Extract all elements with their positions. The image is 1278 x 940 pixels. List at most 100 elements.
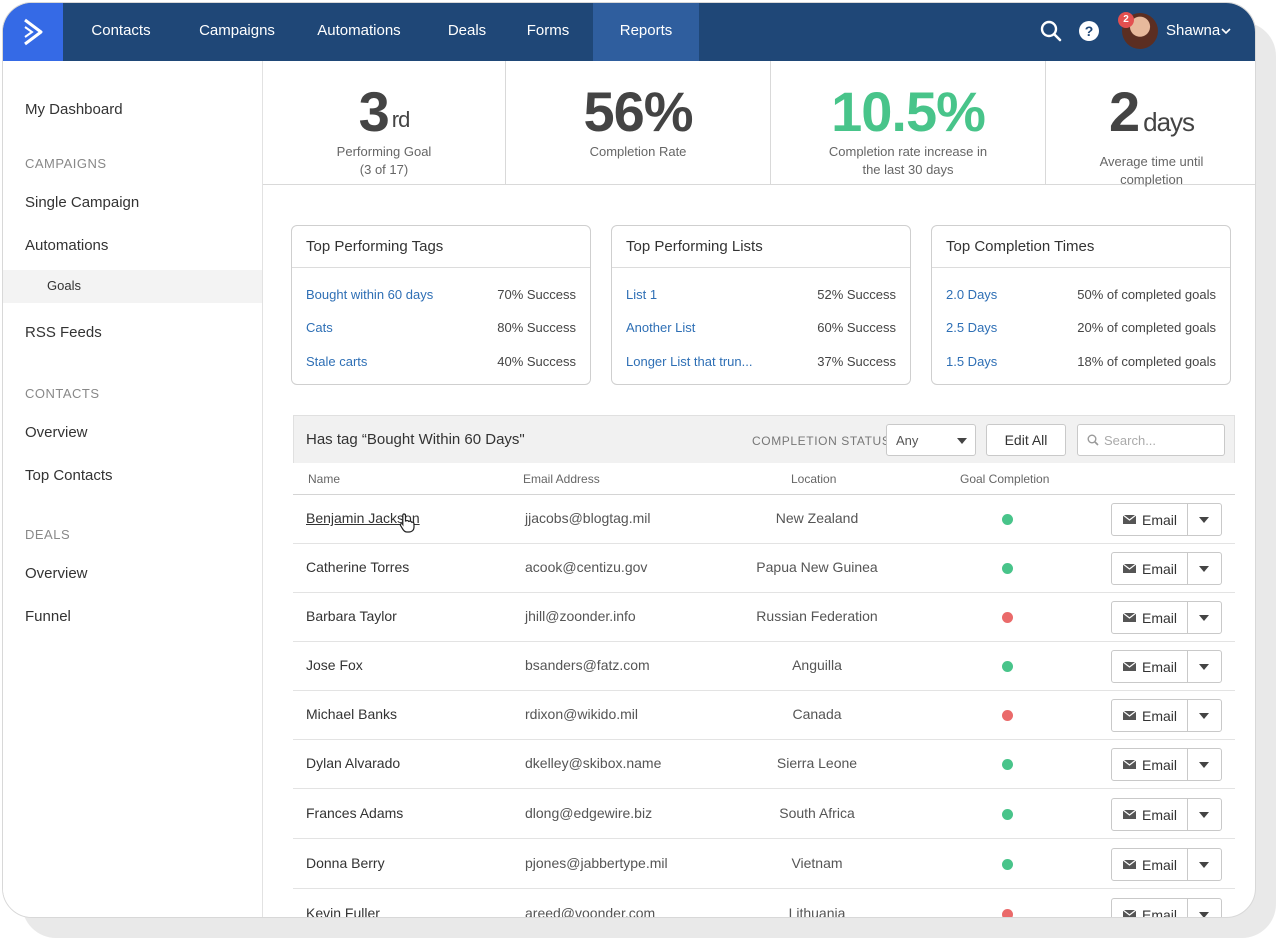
contact-location: Papua New Guinea <box>756 559 878 575</box>
completion-status-select[interactable]: Any <box>886 424 976 456</box>
app-logo[interactable] <box>3 3 63 61</box>
contact-name[interactable]: Jose Fox <box>306 657 363 673</box>
email-dropdown-toggle[interactable] <box>1188 504 1221 535</box>
search-icon <box>1087 434 1099 446</box>
sidebar-item-goals[interactable]: Goals <box>3 270 262 303</box>
card-row: Cats 80% Success <box>306 320 576 340</box>
email-dropdown-toggle[interactable] <box>1188 799 1221 830</box>
nav-deals[interactable]: Deals <box>447 22 487 39</box>
email-button[interactable]: Email <box>1112 504 1188 535</box>
contact-email: jjacobs@blogtag.mil <box>525 510 651 526</box>
email-button[interactable]: Email <box>1112 700 1188 731</box>
table-row[interactable]: Kevin Fuller areed@voonder.com Lithuania Em… <box>293 890 1235 918</box>
user-name[interactable]: Shawna <box>1166 22 1221 39</box>
help-icon[interactable]: ? <box>1077 19 1101 43</box>
email-button[interactable]: Email <box>1112 749 1188 780</box>
caret-down-icon <box>1199 517 1209 523</box>
table-row[interactable]: Dylan Alvarado dkelley@skibox.name Sierra … <box>293 740 1235 789</box>
card-title: Top Performing Tags <box>292 226 590 268</box>
edit-all-button[interactable]: Edit All <box>986 424 1066 456</box>
search-input[interactable] <box>1104 431 1219 449</box>
contact-name[interactable]: Donna Berry <box>306 855 385 871</box>
contact-name[interactable]: Michael Banks <box>306 706 398 722</box>
email-split-button: Email <box>1111 699 1222 732</box>
column-header-goal-completion[interactable]: Goal Completion <box>960 472 1050 486</box>
sidebar-item-top-contacts[interactable]: Top Contacts <box>25 467 113 484</box>
tag-link[interactable]: Stale carts <box>306 354 368 369</box>
email-dropdown-toggle[interactable] <box>1188 651 1221 682</box>
tag-link[interactable]: Cats <box>306 320 333 335</box>
tag-link[interactable]: Bought within 60 days <box>306 287 434 302</box>
table-row[interactable]: Benjamin Jackson jjacobs@blogtag.mil New Z… <box>293 495 1235 544</box>
contact-name[interactable]: Barbara Taylor <box>306 608 397 624</box>
sidebar-item-dashboard[interactable]: My Dashboard <box>25 101 123 118</box>
sidebar-item-contacts-overview[interactable]: Overview <box>25 424 88 441</box>
stat-increase-label: Completion rate increase in <box>828 144 988 159</box>
nav-campaigns[interactable]: Campaigns <box>199 22 275 39</box>
email-button-label: Email <box>1142 610 1178 626</box>
sidebar-item-automations[interactable]: Automations <box>25 237 109 254</box>
search-field[interactable] <box>1077 424 1225 456</box>
hand-cursor-icon <box>399 513 415 533</box>
email-button[interactable]: Email <box>1112 899 1188 917</box>
card-title: Top Completion Times <box>932 226 1230 268</box>
email-button-label: Email <box>1142 708 1178 724</box>
goal-status-dot <box>1002 514 1013 525</box>
contact-name[interactable]: Benjamin Jackson <box>306 510 420 526</box>
nav-forms[interactable]: Forms <box>526 22 570 39</box>
time-link[interactable]: 2.5 Days <box>946 320 998 335</box>
contact-name[interactable]: Kevin Fuller <box>306 905 380 918</box>
search-icon[interactable] <box>1039 19 1063 43</box>
contact-name[interactable]: Catherine Torres <box>306 559 410 575</box>
notification-badge[interactable]: 2 <box>1118 12 1134 28</box>
chevron-down-icon[interactable] <box>1221 28 1231 35</box>
email-dropdown-toggle[interactable] <box>1188 553 1221 584</box>
email-button[interactable]: Email <box>1112 553 1188 584</box>
email-split-button: Email <box>1111 898 1222 917</box>
nav-contacts[interactable]: Contacts <box>91 22 151 39</box>
table-row[interactable]: Jose Fox bsanders@fatz.com Anguilla Email <box>293 642 1235 691</box>
email-dropdown-toggle[interactable] <box>1188 899 1221 917</box>
table-row[interactable]: Michael Banks rdixon@wikido.mil Canada Emai… <box>293 691 1235 740</box>
email-dropdown-toggle[interactable] <box>1188 602 1221 633</box>
time-link[interactable]: 1.5 Days <box>946 354 998 369</box>
table-row[interactable]: Barbara Taylor jhill@zoonder.info Russian … <box>293 593 1235 642</box>
svg-text:?: ? <box>1085 23 1094 39</box>
time-link[interactable]: 2.0 Days <box>946 287 998 302</box>
list-link[interactable]: Another List <box>626 320 696 335</box>
email-button[interactable]: Email <box>1112 849 1188 880</box>
email-button[interactable]: Email <box>1112 651 1188 682</box>
column-header-email[interactable]: Email Address <box>523 472 600 486</box>
contact-name[interactable]: Dylan Alvarado <box>306 755 401 771</box>
email-button[interactable]: Email <box>1112 799 1188 830</box>
nav-automations[interactable]: Automations <box>317 22 401 39</box>
sidebar-item-rss-feeds[interactable]: RSS Feeds <box>25 324 102 341</box>
table-row[interactable]: Frances Adams dlong@edgewire.biz South Afr… <box>293 790 1235 839</box>
email-dropdown-toggle[interactable] <box>1188 849 1221 880</box>
envelope-icon <box>1123 564 1136 573</box>
nav-reports[interactable]: Reports <box>593 3 699 61</box>
list-link[interactable]: List 1 <box>626 287 658 302</box>
card-top-performing-lists: Top Performing Lists List 1 52% Success A… <box>611 225 911 385</box>
email-dropdown-toggle[interactable] <box>1188 749 1221 780</box>
column-header-name[interactable]: Name <box>308 472 341 486</box>
sidebar-item-single-campaign[interactable]: Single Campaign <box>25 194 140 211</box>
contact-name[interactable]: Frances Adams <box>306 805 404 821</box>
table-row[interactable]: Catherine Torres acook@centizu.gov Papua N… <box>293 544 1235 593</box>
email-button[interactable]: Email <box>1112 602 1188 633</box>
success-value: 70% Success <box>497 287 576 302</box>
completion-share: 20% of completed goals <box>1077 320 1216 335</box>
sidebar-item-deals-overview[interactable]: Overview <box>25 565 88 582</box>
email-split-button: Email <box>1111 552 1222 585</box>
stat-goal-sublabel: (3 of 17) <box>359 162 409 177</box>
caret-down-icon <box>1199 812 1209 818</box>
contact-location: New Zealand <box>775 510 859 526</box>
email-dropdown-toggle[interactable] <box>1188 700 1221 731</box>
sidebar-item-funnel[interactable]: Funnel <box>25 608 71 625</box>
stat-goal-rank: 3 <box>358 80 390 143</box>
email-button-label: Email <box>1142 512 1178 528</box>
list-link[interactable]: Longer List that trun... <box>626 354 753 369</box>
column-header-location[interactable]: Location <box>791 472 837 486</box>
goal-status-dot <box>1002 563 1013 574</box>
table-row[interactable]: Donna Berry pjones@jabbertype.mil Vietnam E… <box>293 840 1235 889</box>
